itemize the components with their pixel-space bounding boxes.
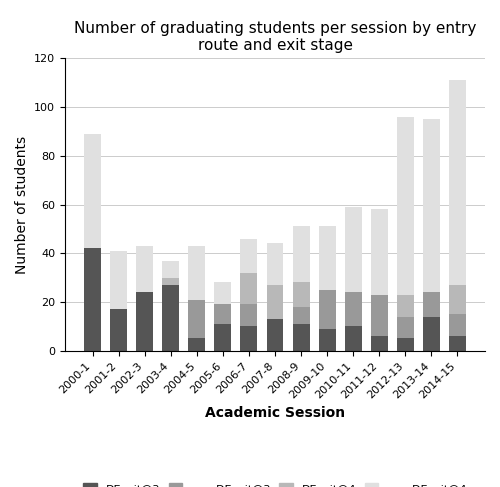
Bar <box>214 324 232 351</box>
Bar <box>266 244 283 285</box>
Bar <box>162 261 179 278</box>
Bar <box>188 246 206 300</box>
Bar <box>397 117 414 295</box>
Bar <box>318 329 336 351</box>
Bar <box>397 338 414 351</box>
Bar <box>292 307 310 324</box>
Bar <box>292 324 310 351</box>
Bar <box>84 134 101 248</box>
Bar <box>136 292 153 351</box>
Legend: DEexit@3, non-DEexit@3, DEexit@4, non-DEexit@4: DEexit@3, non-DEexit@3, DEexit@4, non-DE… <box>79 479 471 487</box>
Bar <box>371 209 388 295</box>
Bar <box>449 285 466 314</box>
Bar <box>397 317 414 338</box>
Bar <box>371 295 388 336</box>
Bar <box>110 309 127 351</box>
Y-axis label: Number of students: Number of students <box>14 135 28 274</box>
Bar <box>344 326 362 351</box>
Bar <box>266 285 283 319</box>
X-axis label: Academic Session: Academic Session <box>205 406 345 420</box>
Bar <box>371 336 388 351</box>
Bar <box>162 278 179 285</box>
Bar <box>423 292 440 317</box>
Bar <box>449 80 466 285</box>
Bar <box>162 285 179 351</box>
Bar <box>449 336 466 351</box>
Bar <box>188 338 206 351</box>
Bar <box>214 304 232 324</box>
Bar <box>240 239 258 273</box>
Bar <box>397 295 414 317</box>
Bar <box>318 226 336 290</box>
Bar <box>214 282 232 304</box>
Bar <box>344 207 362 292</box>
Bar <box>318 290 336 329</box>
Title: Number of graduating students per session by entry
route and exit stage: Number of graduating students per sessio… <box>74 21 476 53</box>
Bar <box>188 300 206 338</box>
Bar <box>344 292 362 326</box>
Bar <box>292 282 310 307</box>
Bar <box>266 319 283 351</box>
Bar <box>240 273 258 304</box>
Bar <box>136 246 153 292</box>
Bar <box>110 251 127 309</box>
Bar <box>423 317 440 351</box>
Bar <box>449 314 466 336</box>
Bar <box>423 119 440 292</box>
Bar <box>240 304 258 326</box>
Bar <box>240 326 258 351</box>
Bar <box>84 248 101 351</box>
Bar <box>292 226 310 282</box>
